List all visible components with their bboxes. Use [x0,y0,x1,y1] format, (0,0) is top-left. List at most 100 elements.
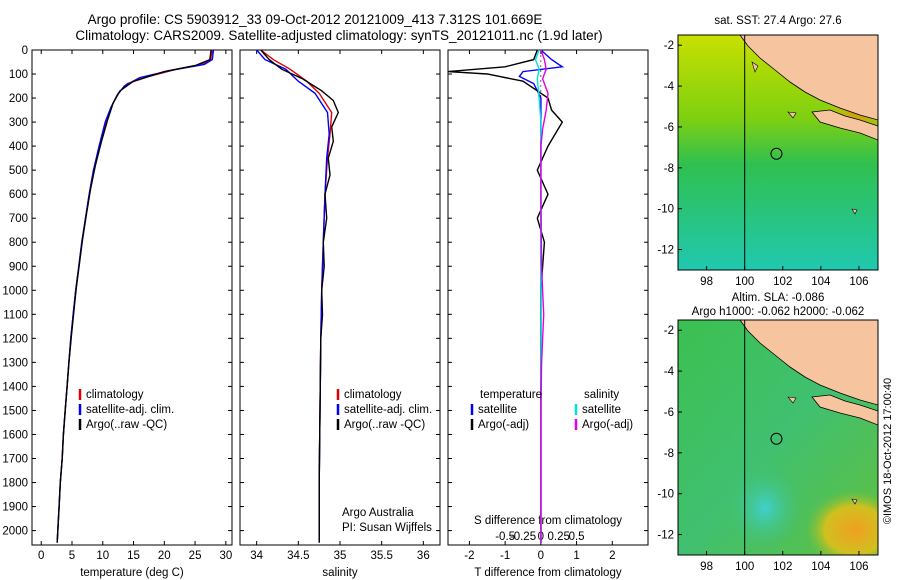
y-tick-label: -8 [664,448,674,460]
y-tick-label: 900 [9,261,28,273]
x-tick-label: 2 [609,550,615,562]
legend-label: climatology [86,389,144,401]
timestamp-sidebar: ©IMOS 18-Oct-2012 17:00:40 [878,355,896,555]
y-tick-label: -4 [664,81,675,93]
x-axis-label: salinity [322,567,357,579]
y-tick-label: 400 [9,141,28,153]
x-tick-label: 102 [773,276,792,288]
s-tick-label: 0.5 [569,531,585,543]
legend-label: Argo(-adj) [582,419,633,431]
sla-high-patch [805,490,878,555]
x-tick-label: 10 [96,550,109,562]
s-tick-label: 0.25 [548,531,570,543]
series-line-s-argo-adj- [540,49,549,543]
y-tick-label: 1700 [2,453,28,465]
y-tick-label: 0 [22,45,28,57]
y-tick-label: -8 [664,163,674,175]
y-tick-label: 1400 [2,381,28,393]
argo-float-marker [770,432,783,445]
y-tick-label: -4 [664,366,675,378]
x-tick-label: 34 [250,550,263,562]
y-tick-label: 2000 [2,526,28,538]
y-tick-label: 800 [9,237,28,249]
sst-map-frame [677,34,879,271]
y-tick-label: 600 [9,189,28,201]
island [851,208,858,215]
y-tick-label: 500 [9,165,28,177]
y-tick-label: -2 [664,325,674,337]
y-tick-label: -12 [657,530,674,542]
x-tick-label: 102 [773,561,792,573]
sumatra-land [739,320,878,406]
sst-map: 98 100 102 104 106 -2 -4 -6 -8 -10 -12 [657,34,879,288]
x-tick-label: 104 [811,561,831,573]
x-tick-label: 100 [735,561,754,573]
x-tick-label: 0 [38,550,44,562]
x-tick-label: 20 [158,550,171,562]
timestamp-text: ©IMOS 18-Oct-2012 17:00:40 [882,377,894,525]
legend-label: Argo(-adj) [478,419,529,431]
y-tick-label: -12 [657,245,674,257]
legend-title-temperature: temperature [480,389,542,401]
x-axis-label: temperature (deg C) [80,567,184,579]
x-axis-label: T difference from climatology [474,567,621,579]
legend-label: satellite [478,404,517,416]
s-tick-label: -0.5 [495,531,515,543]
argo-float-marker [770,147,783,160]
y-tick-label: 1200 [2,333,28,345]
plot-frame [239,49,441,546]
island [851,498,858,505]
x-tick-label: 1 [573,550,579,562]
x-tick-label: 100 [735,276,754,288]
x-tick-label: 0 [538,550,544,562]
legend-label: climatology [344,389,402,401]
plot-frame [31,49,233,546]
y-tick-label: -6 [664,407,674,419]
y-tick-label: 1500 [2,405,28,417]
java-land [811,394,878,426]
x-tick-label: 34.5 [287,550,309,562]
series-line-t-argo-adj- [447,49,564,543]
x-tick-label: 5 [69,550,75,562]
x-tick-label: 15 [127,550,140,562]
sumatra-land [739,35,878,121]
x-tick-label: 106 [849,276,868,288]
x-tick-label: 30 [219,550,232,562]
y-tick-label: 1000 [2,285,28,297]
chart-title: Argo profile: CS 5903912_33 09-Oct-2012 … [87,12,543,27]
series-line-argo-raw-qc- [56,49,212,543]
x-tick-label: 25 [189,550,202,562]
credit-line1: Argo Australia [342,507,414,519]
x-tick-label: 36 [417,550,430,562]
y-tick-label: 1900 [2,502,28,514]
series-line-argo-raw-qc- [260,49,340,543]
sst-map-title: sat. SST: 27.4 Argo: 27.6 [714,15,841,27]
s-axis-label: S difference from climatology [474,515,622,527]
plot-frame [447,49,649,546]
legend-label: Argo(..raw -QC) [86,419,167,431]
legend-label: satellite-adj. clim. [344,404,432,416]
legend-title-salinity: salinity [584,389,619,401]
sla-map-title-line2: Argo h1000: -0.062 h2000: -0.062 [692,306,865,318]
y-tick-label: 300 [9,117,28,129]
y-tick-label: 200 [9,93,28,105]
y-tick-label: -6 [664,122,674,134]
sla-low-patch [725,463,805,553]
island [787,111,797,119]
y-tick-label: -10 [657,489,674,501]
island [751,61,759,73]
sla-map: 98 100 102 104 106 -2 -4 -6 -8 -10 -12 [657,319,879,573]
x-tick-label: 35.5 [370,550,392,562]
y-tick-label: 1100 [3,309,28,321]
x-tick-label: 98 [700,561,713,573]
y-tick-label: 700 [9,213,28,225]
x-tick-label: 98 [700,276,713,288]
salinity-panel: 34 34.5 35 35.5 36 salinity climatology satelli… [239,49,441,579]
y-tick-label: 1800 [2,478,28,490]
credit-line2: PI: Susan Wijffels [342,522,432,534]
legend-label: satellite-adj. clim. [86,404,174,416]
sla-map-title-line1: Altim. SLA: -0.086 [732,292,825,304]
x-tick-label: 106 [849,561,868,573]
y-tick-label: -2 [664,40,674,52]
legend-label: satellite [582,404,621,416]
